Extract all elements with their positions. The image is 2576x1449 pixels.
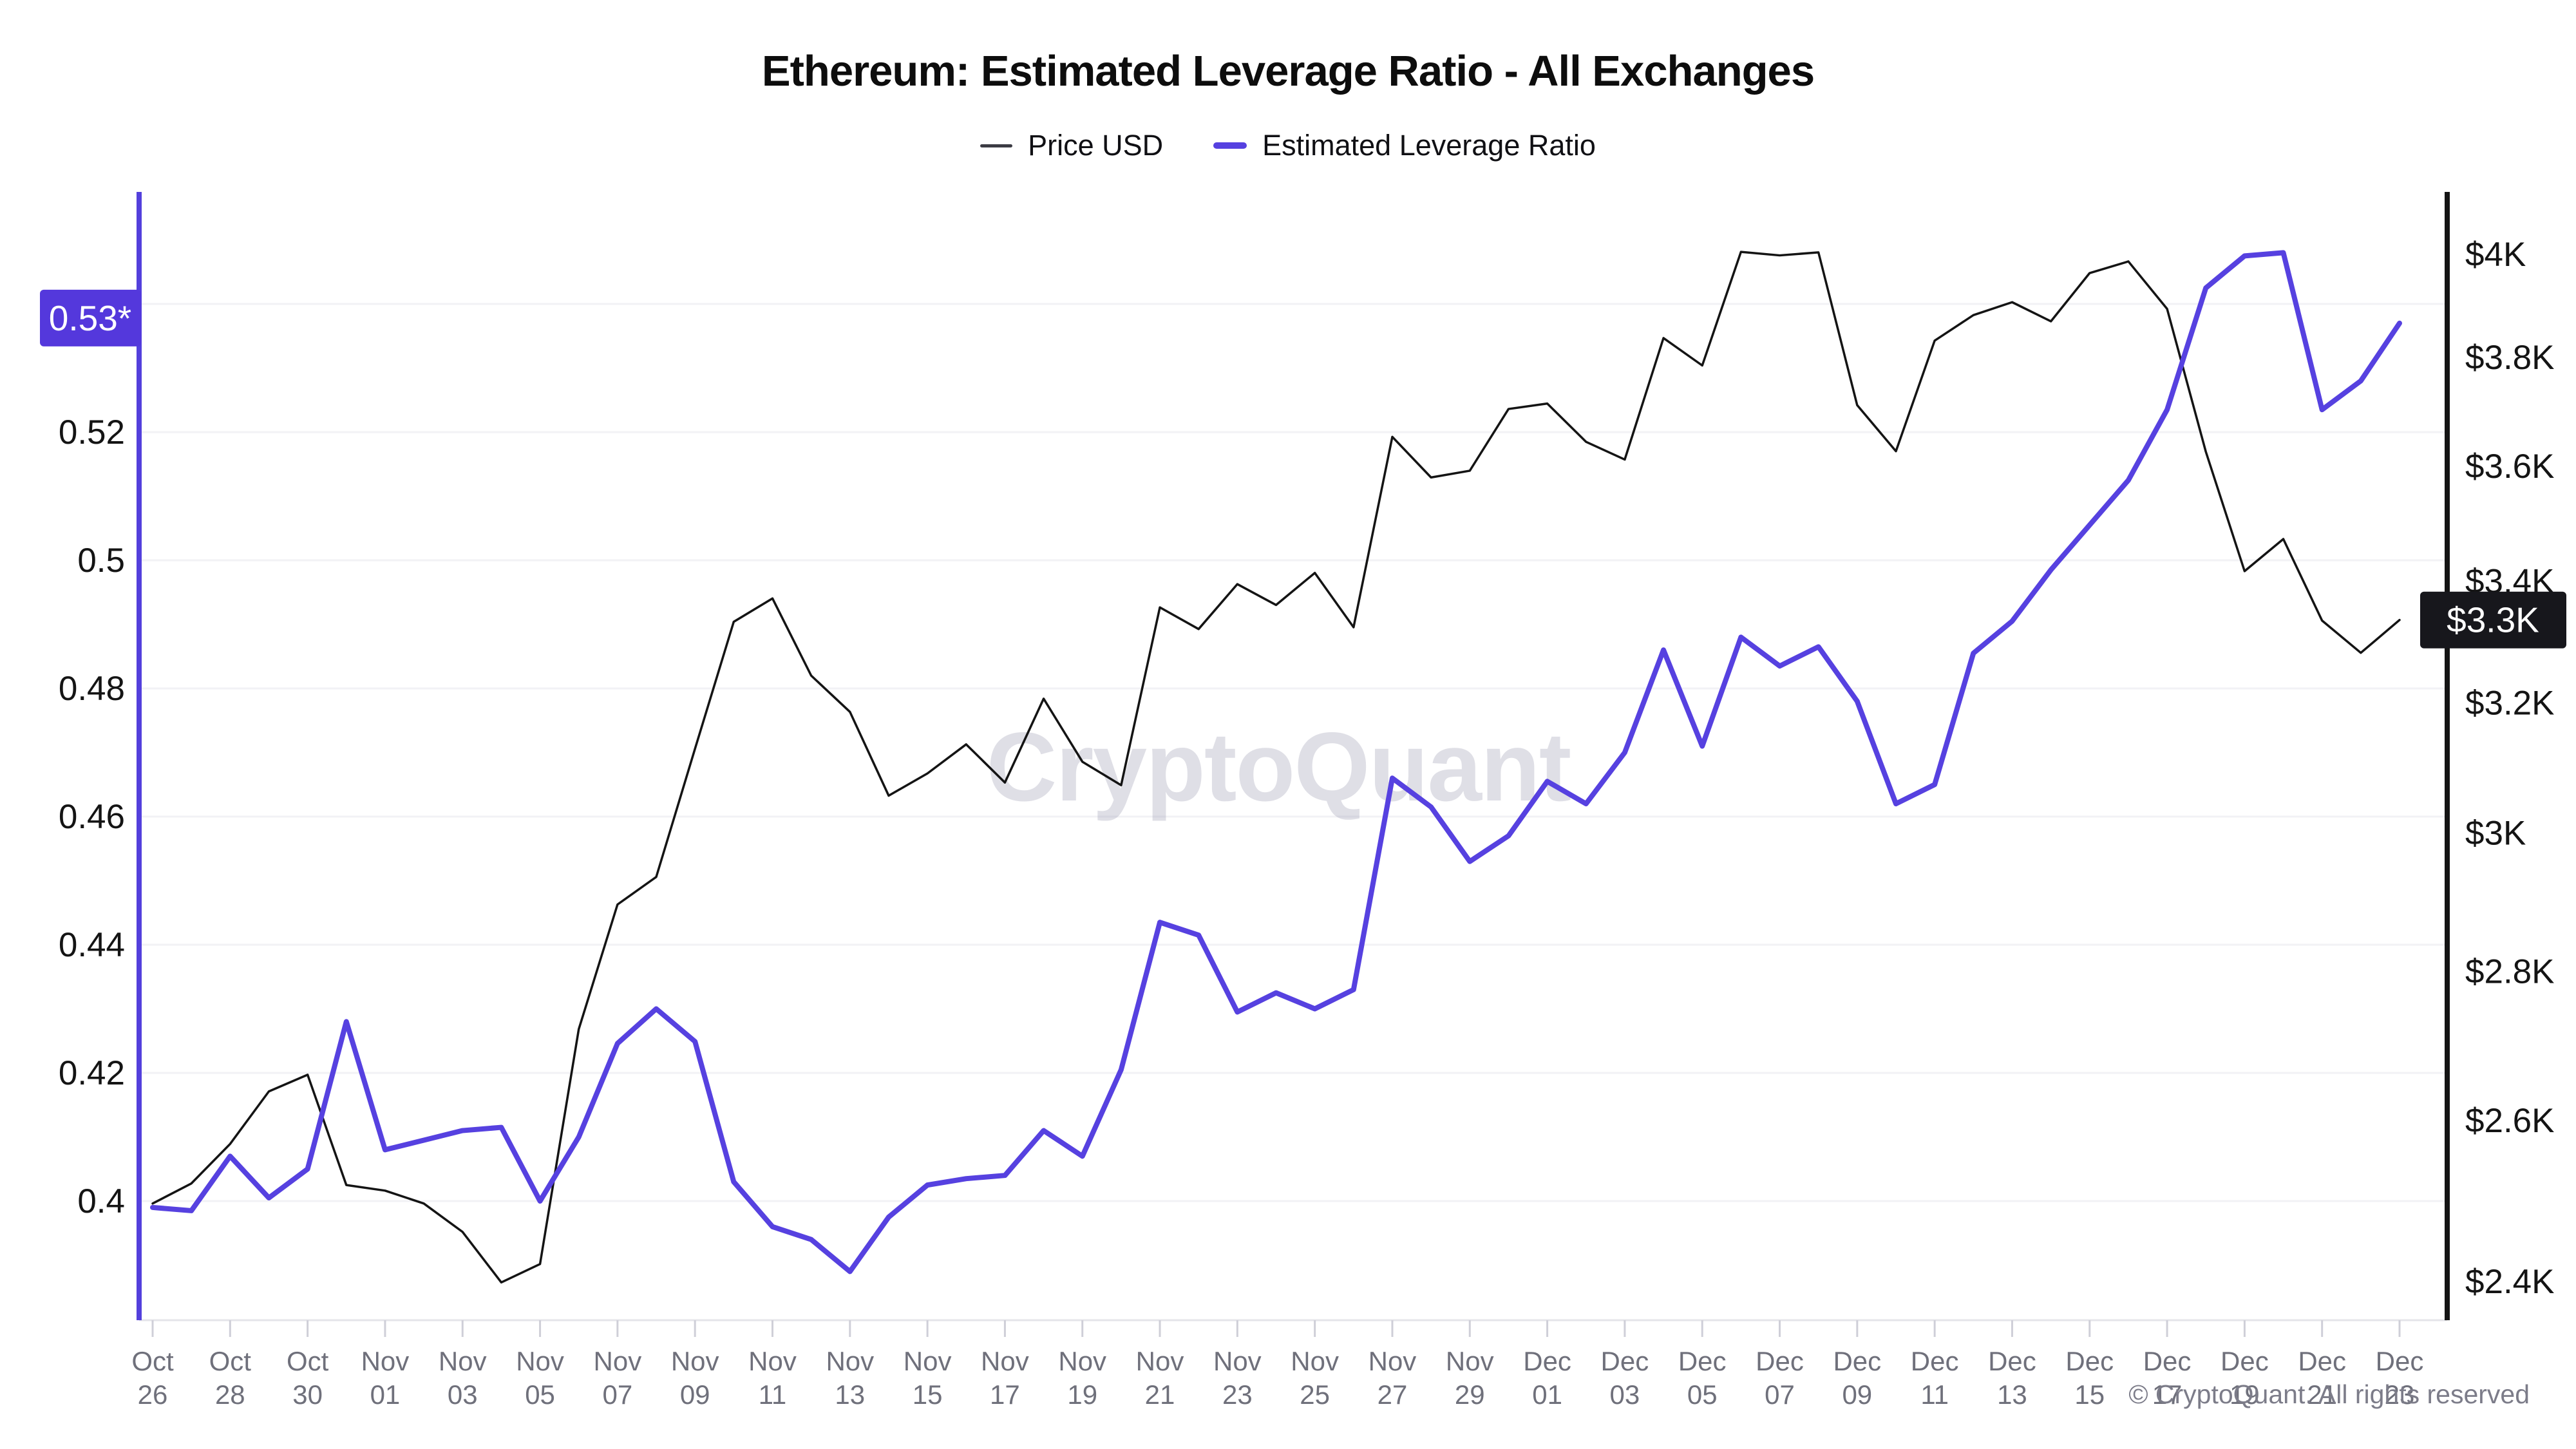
x-axis-label-month: Nov [439, 1346, 487, 1376]
left-axis-label: 0.5 [77, 542, 125, 580]
left-axis-label: 0.42 [59, 1054, 125, 1092]
x-axis-label-month: Dec [2143, 1346, 2192, 1376]
legend: Price USD Estimated Leverage Ratio [0, 129, 2576, 162]
x-axis-label-day: 13 [835, 1379, 865, 1410]
right-axis-label: $2.6K [2465, 1102, 2555, 1140]
x-axis-label-month: Dec [1756, 1346, 1804, 1376]
x-axis-label-day: 03 [448, 1379, 478, 1410]
x-axis-label-day: 09 [680, 1379, 710, 1410]
right-axis-label: $2.8K [2465, 953, 2555, 991]
x-axis-label-month: Nov [748, 1346, 797, 1376]
legend-leverage-label: Estimated Leverage Ratio [1262, 129, 1596, 162]
x-axis-label-month: Nov [516, 1346, 564, 1376]
x-axis-label-month: Dec [1678, 1346, 1727, 1376]
right-axis-label: $3K [2465, 814, 2526, 852]
legend-item-leverage[interactable]: Estimated Leverage Ratio [1213, 129, 1596, 162]
chart-title: Ethereum: Estimated Leverage Ratio - All… [761, 47, 1815, 95]
x-axis-label-month: Dec [2376, 1346, 2424, 1376]
x-axis-label-month: Nov [1291, 1346, 1339, 1376]
x-axis-label-month: Oct [131, 1346, 174, 1376]
x-axis-label-day: 09 [1842, 1379, 1872, 1410]
x-axis-label-month: Dec [1988, 1346, 2036, 1376]
x-axis-label-day: 05 [1687, 1379, 1718, 1410]
x-axis-label-month: Dec [1601, 1346, 1649, 1376]
series-line-price[interactable] [151, 251, 2401, 1284]
legend-item-price[interactable]: Price USD [980, 129, 1163, 162]
x-axis-label-month: Nov [1136, 1346, 1184, 1376]
price-value-badge [2420, 591, 2566, 649]
left-axis-label: 0.44 [59, 926, 125, 964]
leverage-line-swatch-icon [1213, 142, 1247, 149]
x-axis-label-day: 11 [1920, 1379, 1949, 1410]
x-axis-label-day: 13 [1997, 1379, 2027, 1410]
x-axis-label-day: 27 [1378, 1379, 1408, 1410]
x-axis-label-day: 07 [603, 1379, 633, 1410]
x-axis-label-month: Nov [1213, 1346, 1262, 1376]
x-axis-label-day: 05 [525, 1379, 555, 1410]
left-axis-label: 0.4 [77, 1182, 125, 1220]
x-axis-label-day: 30 [292, 1379, 323, 1410]
x-axis-label-month: Dec [2221, 1346, 2269, 1376]
x-axis-label-day: 01 [1532, 1379, 1562, 1410]
right-axis-label: $4K [2465, 236, 2526, 274]
price-value-badge-label: $3.3K [2447, 600, 2539, 640]
x-axis-label-month: Nov [1446, 1346, 1494, 1376]
x-axis-label-day: 01 [370, 1379, 401, 1410]
right-axis-line [2445, 192, 2450, 1320]
price-line-swatch-icon [980, 144, 1013, 147]
x-axis-label-month: Oct [209, 1346, 252, 1376]
right-axis-label: $3.2K [2465, 685, 2555, 723]
x-axis-label-month: Nov [671, 1346, 719, 1376]
x-axis-label-day: 03 [1610, 1379, 1640, 1410]
legend-price-label: Price USD [1028, 129, 1164, 162]
x-axis-label-day: 23 [1222, 1379, 1253, 1410]
left-axis-label: 0.46 [59, 798, 125, 836]
x-axis-label-day: 23 [2385, 1379, 2415, 1410]
x-axis-label-day: 17 [2152, 1379, 2183, 1410]
x-axis-label-day: 07 [1765, 1379, 1795, 1410]
x-axis-label-month: Dec [2298, 1346, 2346, 1376]
x-axis-label-month: Nov [904, 1346, 952, 1376]
x-axis-label-month: Dec [1523, 1346, 1571, 1376]
x-axis-label-day: 19 [2230, 1379, 2260, 1410]
x-axis-label-day: 26 [138, 1379, 168, 1410]
x-axis-label-month: Dec [2065, 1346, 2114, 1376]
x-axis-label-day: 15 [913, 1379, 943, 1410]
x-axis-label-month: Dec [1833, 1346, 1881, 1376]
x-axis-label-day: 15 [2074, 1379, 2105, 1410]
right-axis-label: $3.8K [2465, 339, 2555, 377]
x-axis-label-month: Nov [594, 1346, 642, 1376]
left-axis-label: 0.52 [59, 413, 125, 451]
copyright-notice: © CryptoQuant. All rights reserved [2128, 1379, 2530, 1409]
x-axis-label-month: Nov [1058, 1346, 1106, 1376]
x-axis-label-day: 19 [1067, 1379, 1097, 1410]
x-axis-label-month: Nov [826, 1346, 874, 1376]
x-axis-label-day: 21 [2307, 1379, 2337, 1410]
watermark: CryptoQuant [987, 712, 1571, 822]
x-axis-label-month: Nov [361, 1346, 410, 1376]
x-axis-label-day: 25 [1300, 1379, 1330, 1410]
x-axis-label-day: 28 [215, 1379, 245, 1410]
left-axis-label: 0.48 [59, 670, 125, 708]
x-axis-label-month: Nov [1368, 1346, 1417, 1376]
right-axis-label: $2.4K [2465, 1263, 2555, 1301]
x-axis-label-day: 21 [1145, 1379, 1175, 1410]
x-axis-label-day: 17 [990, 1379, 1020, 1410]
x-axis-label-month: Oct [287, 1346, 329, 1376]
left-axis-line [137, 192, 142, 1320]
series-line-leverage[interactable] [150, 250, 2402, 1274]
leverage-value-badge [40, 289, 141, 346]
x-axis-label-day: 11 [759, 1379, 787, 1410]
x-axis-label-month: Dec [1911, 1346, 1959, 1376]
x-axis-label-day: 29 [1455, 1379, 1485, 1410]
leverage-value-badge-label: 0.53* [49, 298, 131, 338]
x-axis-label-month: Nov [981, 1346, 1029, 1376]
right-axis-label: $3.6K [2465, 448, 2555, 486]
